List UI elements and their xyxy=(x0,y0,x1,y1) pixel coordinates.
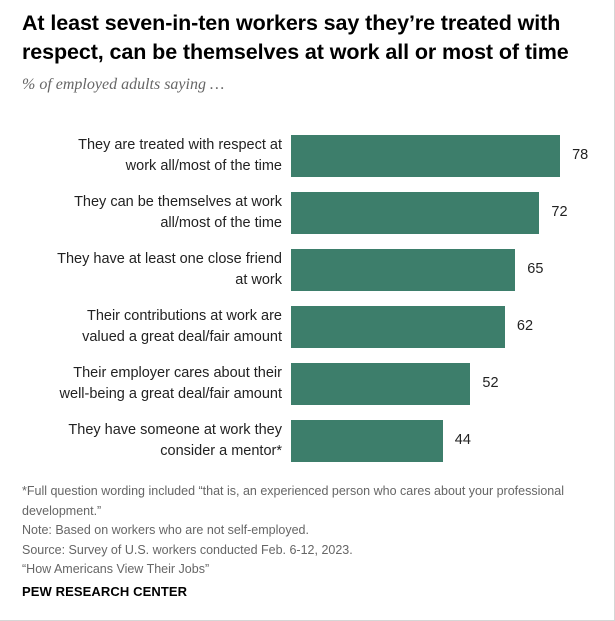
bar-label-line: work all/most of the time xyxy=(125,158,282,174)
bar-label-line: consider a mentor* xyxy=(160,443,282,459)
bar-value-label: 78 xyxy=(572,147,589,163)
bar-value-label: 65 xyxy=(527,261,544,277)
bar-chart: They are treated with respect at work all… xyxy=(0,135,615,475)
bar-value-label: 62 xyxy=(516,318,534,334)
bar-label-line: Their contributions at work are xyxy=(86,308,282,324)
bar-label: Their contributions at work are valued a … xyxy=(20,306,282,348)
bar xyxy=(291,363,471,405)
bar xyxy=(291,135,561,177)
bar-label-line: well-being a great deal/fair amount xyxy=(59,386,282,402)
bar xyxy=(291,306,505,348)
bar-label-line: at work xyxy=(235,272,282,288)
bar-label-line: valued a great deal/fair amount xyxy=(82,329,282,345)
footnotes: *Full question wording included “that is… xyxy=(22,482,602,580)
bar-label-line: Their employer cares about their xyxy=(73,365,282,381)
bar-label-line: They are treated with respect at xyxy=(78,137,282,153)
footnote-source: Source: Survey of U.S. workers conducted… xyxy=(22,542,353,557)
pew-research-center-logo: PEW RESEARCH CENTER xyxy=(22,584,188,599)
chart-title: At least seven-in-ten workers say they’r… xyxy=(22,11,569,64)
footnote-question-wording: *Full question wording included “that is… xyxy=(22,484,564,518)
bar-label: They can be themselves at work all/most o… xyxy=(20,192,282,234)
bar-label-line: They can be themselves at work xyxy=(74,194,282,210)
bar-value-label: 52 xyxy=(482,375,499,391)
bar-label: They have at least one close friend at wo… xyxy=(20,249,282,291)
bar xyxy=(291,192,540,234)
footnote-report-title: “How Americans View Their Jobs” xyxy=(22,562,210,576)
bar-label-line: all/most of the time xyxy=(160,215,282,231)
bar-value-label: 72 xyxy=(551,204,568,220)
bar-label-line: They have someone at work they xyxy=(68,422,282,438)
bar xyxy=(291,420,443,462)
bar-label: They are treated with respect at work all… xyxy=(20,135,282,177)
bar xyxy=(291,249,516,291)
chart-subtitle: % of employed adults saying … xyxy=(22,76,225,93)
bar-label: Their employer cares about their well-bei… xyxy=(20,363,282,405)
bar-label-line: They have at least one close friend xyxy=(57,251,282,267)
bar-label: They have someone at work they consider a… xyxy=(20,420,282,462)
footnote-note: Note: Based on workers who are not self-… xyxy=(22,523,309,537)
bar-value-label: 44 xyxy=(454,432,471,448)
